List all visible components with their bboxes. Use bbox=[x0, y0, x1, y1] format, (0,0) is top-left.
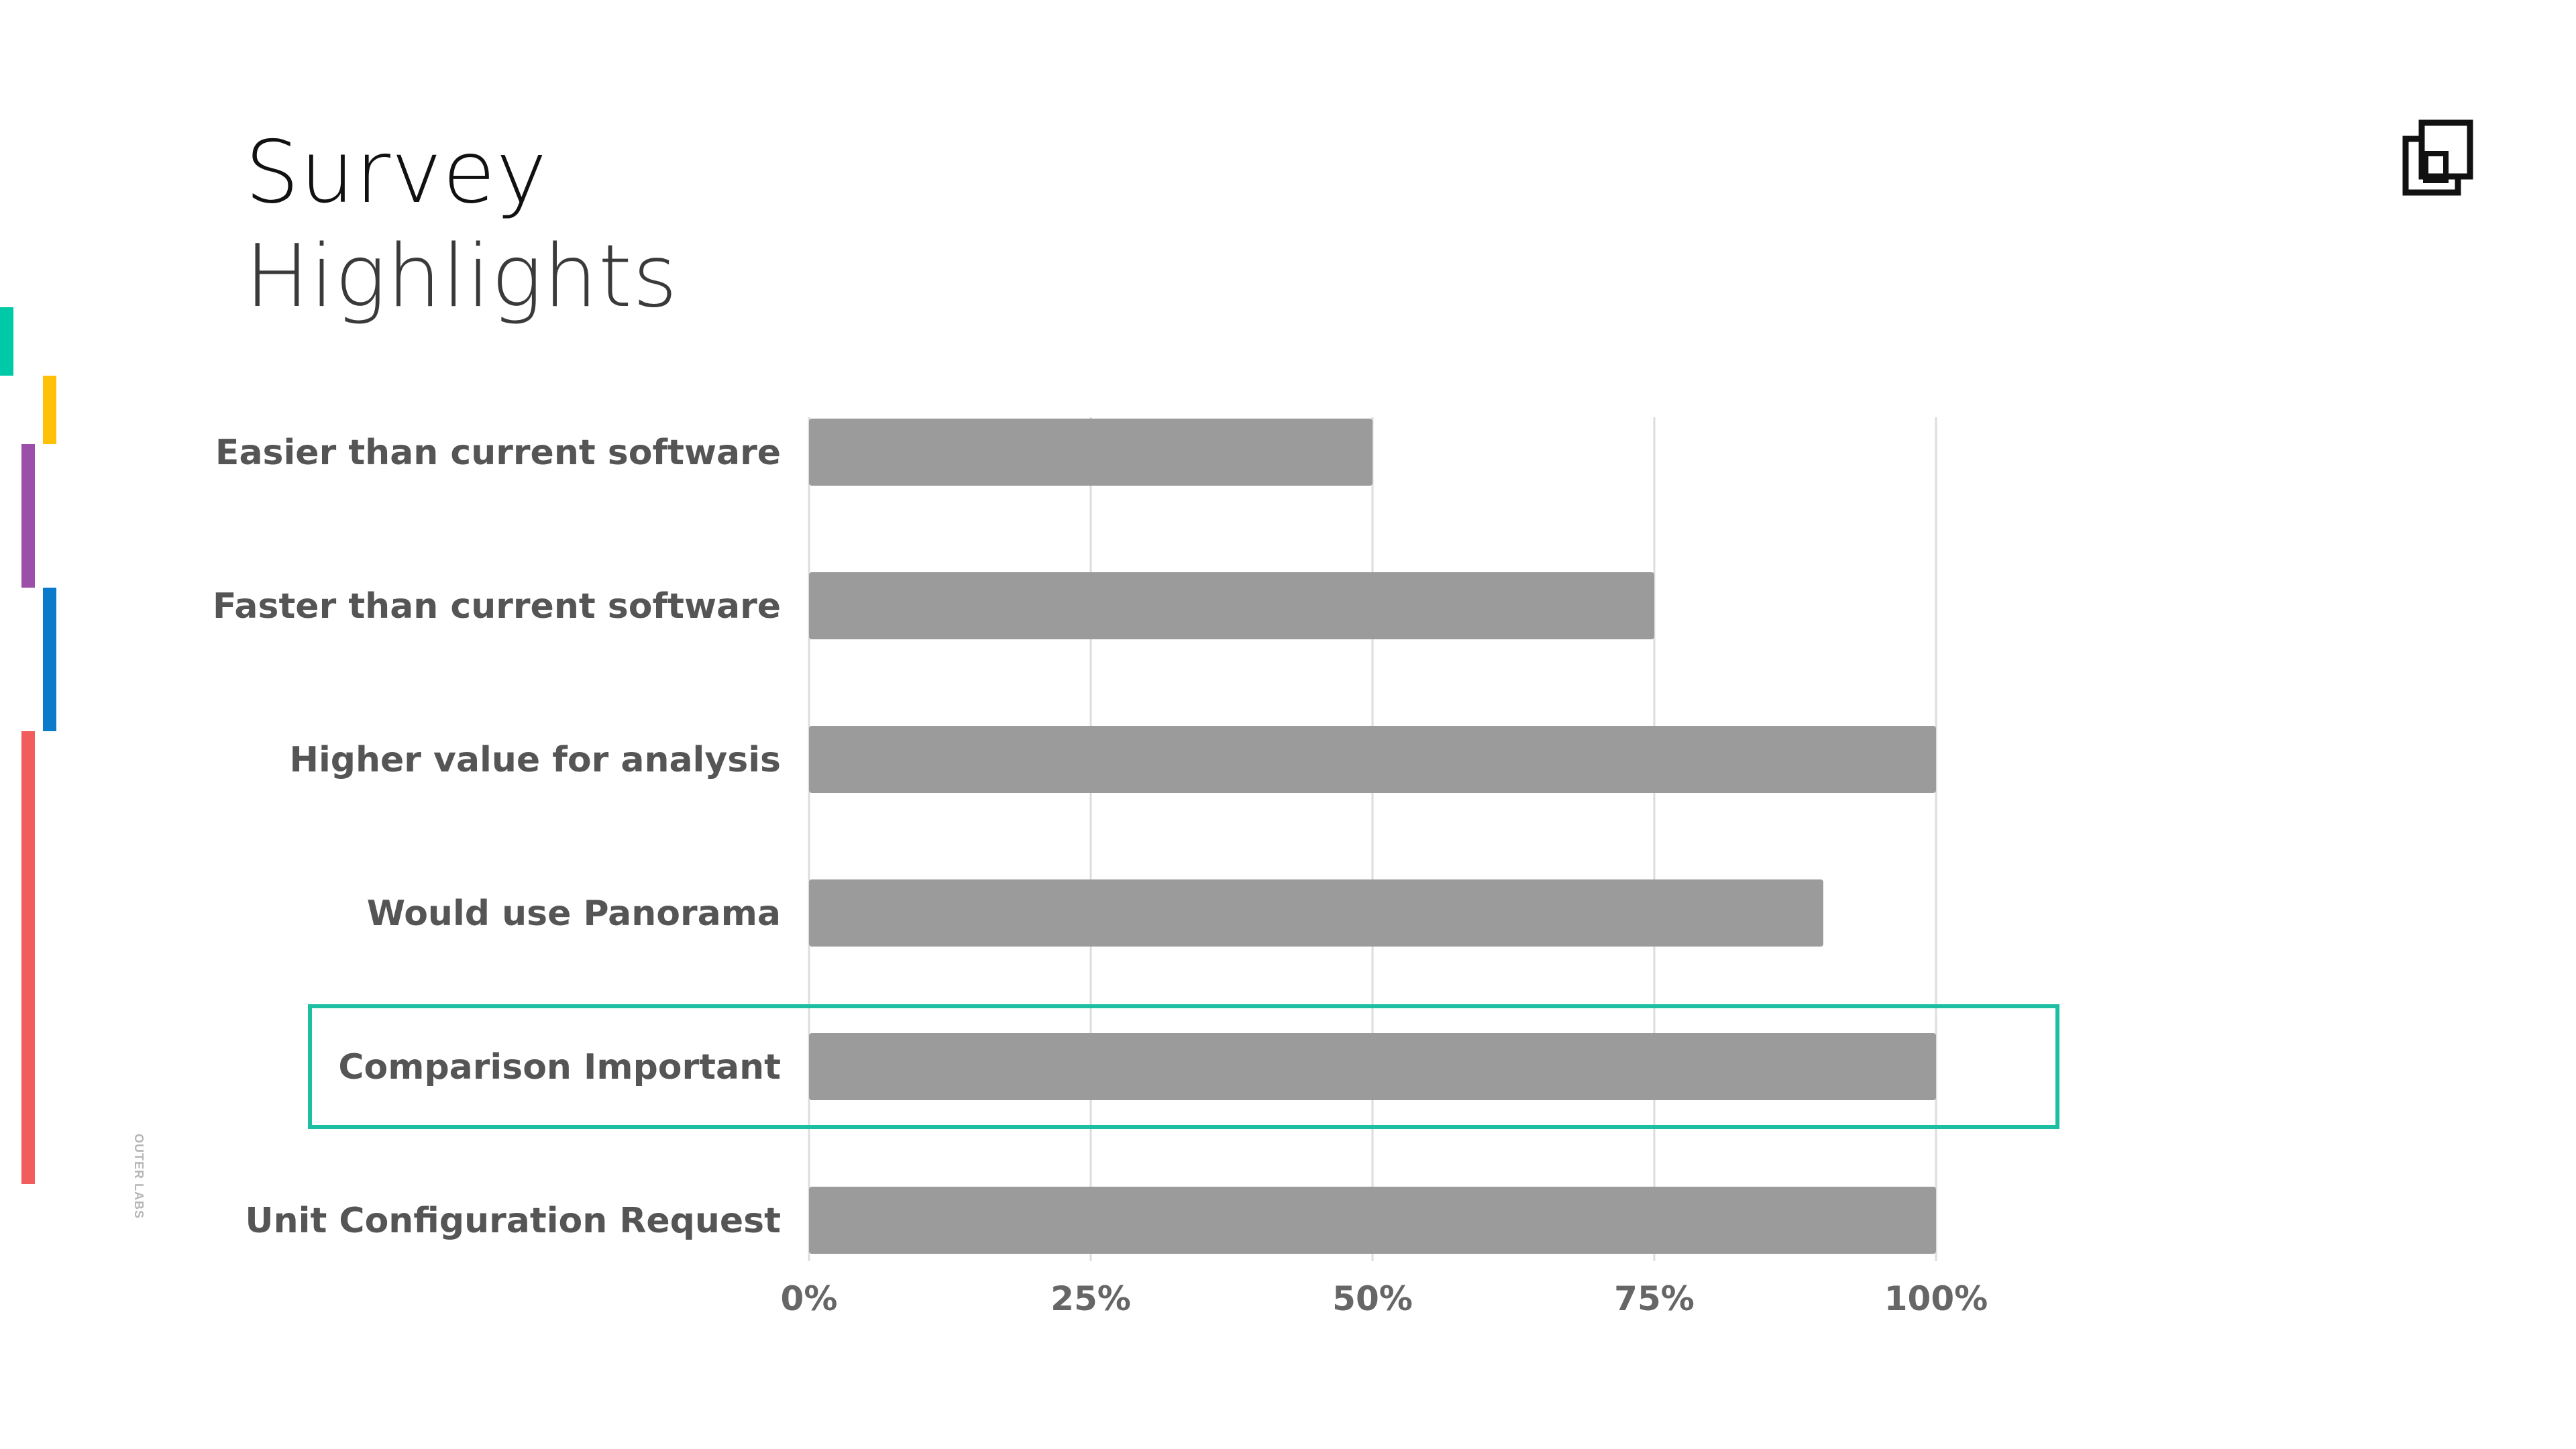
bar bbox=[809, 879, 1823, 947]
bar bbox=[809, 1033, 1936, 1100]
x-tick-labels: 0% 25% 50% 75% 100% bbox=[781, 1279, 1988, 1318]
bar bbox=[809, 1187, 1936, 1254]
category-label: Easier than current software bbox=[215, 433, 781, 473]
category-label: Comparison Important bbox=[338, 1047, 781, 1087]
vertical-caption: OUTER LABS bbox=[132, 1134, 146, 1219]
gridlines bbox=[808, 417, 1937, 1261]
category-label: Unit Configuration Request bbox=[245, 1201, 781, 1241]
title-line-survey: Survey bbox=[245, 123, 548, 223]
highlight-box bbox=[308, 1004, 2059, 1129]
x-tick-label: 75% bbox=[1614, 1279, 1695, 1318]
copy-square-icon bbox=[2402, 119, 2473, 196]
bar bbox=[809, 726, 1936, 793]
bar bbox=[809, 572, 1654, 639]
x-tick-label: 50% bbox=[1332, 1279, 1413, 1318]
accent-bar-blue bbox=[43, 588, 56, 731]
bars bbox=[809, 419, 1936, 1254]
x-tick-label: 100% bbox=[1884, 1279, 1988, 1318]
accent-bar-yellow bbox=[43, 376, 56, 444]
category-label: Higher value for analysis bbox=[289, 740, 781, 780]
accent-bar-red bbox=[21, 731, 35, 1184]
bar bbox=[809, 419, 1373, 486]
title-line-highlights: Highlights bbox=[245, 227, 678, 327]
category-labels: Easier than current software Faster than … bbox=[213, 433, 781, 1241]
x-tick-label: 25% bbox=[1051, 1279, 1131, 1318]
category-label: Faster than current software bbox=[213, 586, 781, 627]
accent-bar-purple bbox=[21, 444, 35, 588]
category-label: Would use Panorama bbox=[367, 894, 781, 934]
accent-bar-green bbox=[0, 307, 13, 376]
page-title: Survey Highlights bbox=[245, 121, 678, 329]
x-tick-label: 0% bbox=[781, 1279, 838, 1318]
